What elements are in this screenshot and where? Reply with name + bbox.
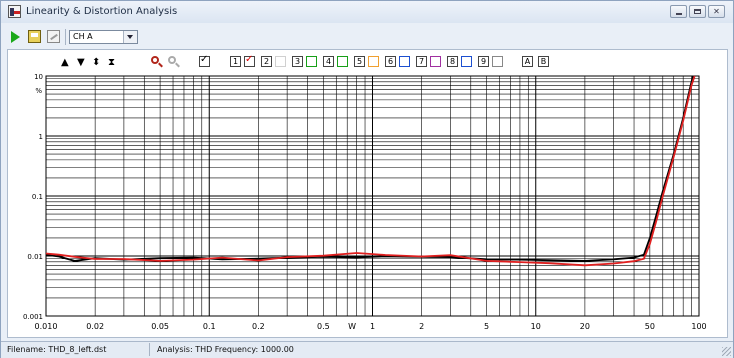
channel-3-number: 3: [292, 56, 303, 67]
y-unit-label: %: [35, 87, 42, 95]
channel-9-number: 9: [478, 56, 489, 67]
app-icon: [8, 5, 21, 18]
x-tick-label: 1: [370, 322, 375, 331]
x-tick-label: 50: [645, 322, 655, 331]
fit-icon[interactable]: ⧗: [108, 57, 116, 68]
resize-grip-icon[interactable]: [722, 347, 731, 356]
channel-8-number: 8: [447, 56, 458, 67]
y-tick-label: 10: [34, 73, 43, 81]
chevron-down-icon[interactable]: [123, 31, 137, 43]
y-tick-label: 1: [39, 133, 43, 141]
channel-5-checkbox[interactable]: [368, 56, 379, 67]
channel-3-checkbox[interactable]: [306, 56, 317, 67]
save-icon[interactable]: [28, 30, 41, 43]
y-tick-label: 0.01: [27, 253, 43, 261]
channel-7-checkbox[interactable]: [430, 56, 441, 67]
x-unit-label: W: [348, 322, 356, 331]
zoom-out-icon[interactable]: [168, 56, 176, 64]
play-icon[interactable]: [11, 31, 20, 43]
x-tick-label: 0.5: [317, 322, 330, 331]
close-button[interactable]: ✕: [708, 5, 725, 18]
minimize-button[interactable]: [670, 5, 687, 18]
x-tick-label: 2: [419, 322, 424, 331]
arrow-up-icon[interactable]: ▲: [61, 57, 69, 68]
x-tick-label: 5: [484, 322, 489, 331]
status-filename: Filename: THD_8_left.dst: [7, 345, 107, 354]
status-divider: [149, 343, 150, 356]
graph-controls: ▲ ▼ ⬍ ⧗ 1✓ 2 3 4 5 6 7 8 9 AB: [8, 50, 727, 76]
status-bar: Filename: THD_8_left.dst Analysis: THD F…: [1, 341, 733, 358]
series-line-1: [45, 75, 694, 262]
maximize-button[interactable]: [689, 5, 706, 18]
plot-frame: [45, 75, 700, 317]
all-traces-checkbox[interactable]: [199, 54, 210, 67]
channel-2-checkbox[interactable]: [275, 56, 286, 67]
x-tick-label: 0.05: [151, 322, 169, 331]
channel-select[interactable]: CH A: [69, 30, 138, 44]
y-tick-label: 0.001: [23, 313, 43, 321]
channel-2-number: 2: [261, 56, 272, 67]
title-bar[interactable]: Linearity & Distortion Analysis ✕: [1, 1, 733, 23]
toolbar: CH A: [3, 25, 731, 49]
x-tick-label: 10: [531, 322, 541, 331]
arrow-down-icon[interactable]: ▼: [77, 57, 85, 68]
trace-b-button[interactable]: B: [538, 56, 549, 67]
channel-7-number: 7: [416, 56, 427, 67]
channel-value: CH A: [73, 32, 93, 41]
channel-4-number: 4: [323, 56, 334, 67]
channel-5-number: 5: [354, 56, 365, 67]
thd-chart: 0.010 0.02 0.05 0.1 0.2 0.5 1 2 5 10 20 50 100 W 0.001…: [23, 73, 707, 331]
series-line-2: [45, 75, 696, 267]
expand-icon[interactable]: ⬍: [92, 57, 101, 68]
x-tick-label: 20: [580, 322, 590, 331]
channel-8-checkbox[interactable]: [461, 56, 472, 67]
zoom-in-icon[interactable]: [151, 56, 159, 64]
clear-icon[interactable]: [47, 30, 60, 43]
x-tick-label: 100: [691, 322, 706, 331]
channel-6-number: 6: [385, 56, 396, 67]
channel-4-checkbox[interactable]: [337, 56, 348, 67]
x-tick-label: 0.02: [86, 322, 104, 331]
window-title: Linearity & Distortion Analysis: [26, 6, 178, 17]
x-tick-label: 0.2: [252, 322, 265, 331]
channel-9-checkbox[interactable]: [492, 56, 503, 67]
status-analysis: Analysis: THD Frequency: 1000.00: [157, 345, 294, 354]
x-tick-label: 0.1: [203, 322, 216, 331]
toolbar-separator: [65, 29, 66, 45]
channel-1-checkbox[interactable]: ✓: [244, 54, 255, 67]
y-tick-label: 0.1: [32, 193, 43, 201]
trace-a-button[interactable]: A: [522, 56, 533, 67]
channel-6-checkbox[interactable]: [399, 56, 410, 67]
channel-1-number: 1: [230, 56, 241, 67]
x-tick-label: 0.010: [35, 322, 58, 331]
